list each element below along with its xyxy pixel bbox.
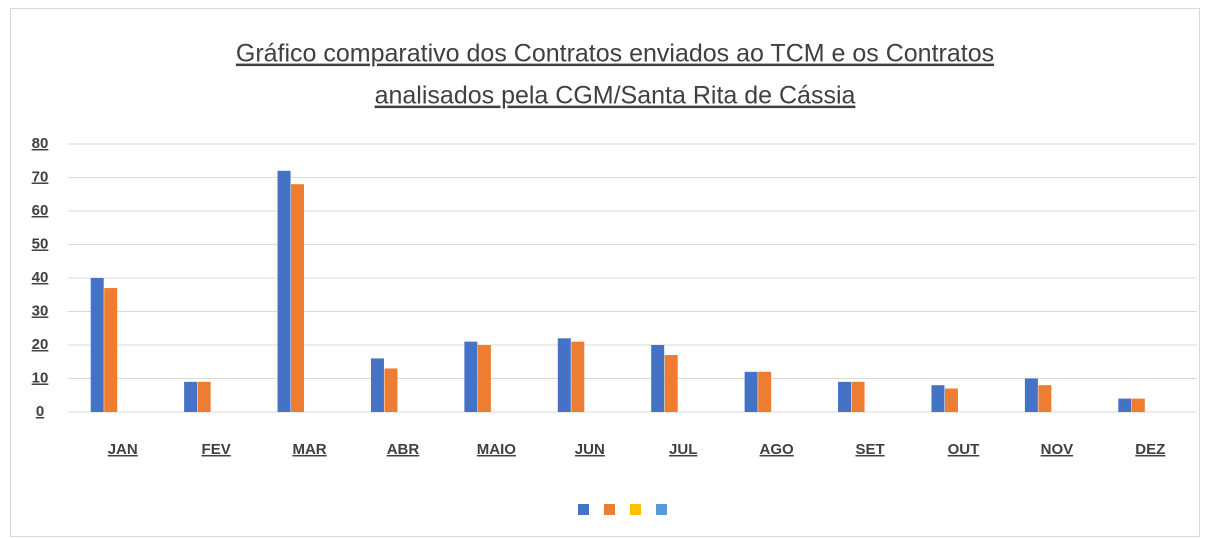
x-tick-label: JAN (108, 441, 138, 458)
bar (384, 368, 398, 412)
bar (277, 170, 291, 412)
y-tick-label: 10 (32, 369, 49, 386)
bar (758, 371, 772, 412)
y-tick-label: 80 (32, 135, 49, 152)
y-tick-label: 0 (36, 403, 44, 420)
bar (651, 345, 665, 412)
bar (197, 381, 211, 412)
chart-border (10, 8, 1200, 537)
legend-swatch (630, 504, 641, 515)
bar (464, 341, 478, 412)
bar (744, 371, 758, 412)
legend-swatch (604, 504, 615, 515)
x-tick-label: NOV (1041, 441, 1074, 458)
y-tick-label: 30 (32, 302, 49, 319)
y-tick-label: 50 (32, 235, 49, 252)
x-tick-label: ABR (387, 441, 420, 458)
x-tick-label: MAIO (477, 441, 516, 458)
chart-title: Gráfico comparativo dos Contratos enviad… (236, 40, 994, 68)
x-tick-label: AGO (760, 441, 795, 458)
bar (1024, 378, 1038, 412)
y-tick-label: 40 (32, 269, 49, 286)
bar (370, 358, 384, 412)
bar (477, 345, 491, 412)
x-tick-label: SET (855, 441, 884, 458)
legend-swatch (578, 504, 589, 515)
bar (184, 381, 198, 412)
x-tick-label: FEV (202, 441, 231, 458)
bar (838, 381, 852, 412)
legend-swatch (656, 504, 667, 515)
x-tick-label: OUT (948, 441, 980, 458)
x-tick-label: DEZ (1135, 441, 1165, 458)
bar (944, 388, 958, 412)
chart-title: analisados pela CGM/Santa Rita de Cássia (375, 82, 856, 110)
bar (931, 385, 945, 412)
bar (291, 184, 305, 412)
x-tick-label: JUL (669, 441, 697, 458)
bar (104, 288, 118, 412)
x-tick-label: JUN (575, 441, 605, 458)
bar (1038, 385, 1052, 412)
bar (1131, 398, 1145, 412)
y-tick-label: 20 (32, 336, 49, 353)
x-tick-label: MAR (292, 441, 326, 458)
y-tick-label: 60 (32, 202, 49, 219)
bar (557, 338, 571, 412)
bar (851, 381, 865, 412)
y-tick-label: 70 (32, 168, 49, 185)
bar (1118, 398, 1132, 412)
bar (90, 278, 104, 412)
bar (664, 355, 678, 412)
bar (571, 341, 585, 412)
